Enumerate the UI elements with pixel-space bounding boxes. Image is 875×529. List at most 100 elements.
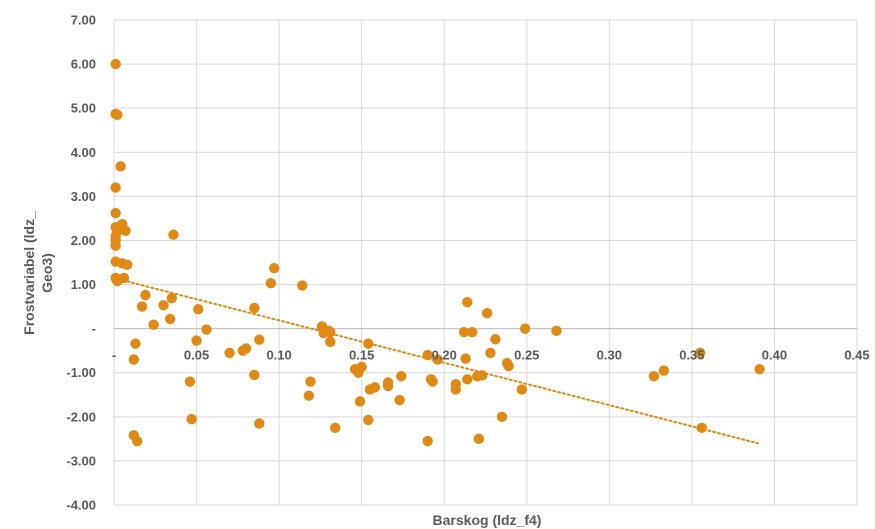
data-point [658,365,670,376]
data-point [396,371,407,382]
data-point [158,300,169,311]
data-point [394,394,405,406]
data-point [551,325,562,337]
y-tick-label: 5.00 [71,101,96,116]
data-point [476,370,488,381]
data-point [115,161,126,172]
data-point [303,390,315,401]
x-tick-label: 0.10 [266,348,291,363]
data-point [166,293,177,304]
data-point [422,435,433,447]
data-point [503,360,514,372]
data-point [696,422,707,434]
data-point [369,382,381,393]
data-point [254,334,265,345]
y-tick-label: 1.00 [71,277,96,292]
data-point [516,384,528,395]
data-point [427,376,438,387]
data-point [130,338,141,349]
data-point [481,308,493,319]
data-point [136,301,148,312]
data-point [648,371,660,382]
data-point [184,376,196,387]
data-point [458,326,470,338]
x-tick-label: 0.25 [514,348,539,363]
data-point [462,296,473,308]
x-tick-label: 0.45 [844,348,869,363]
data-point [122,259,133,270]
data-point [249,369,260,381]
y-tick-label: -4.00 [66,498,96,513]
data-point [462,374,473,385]
data-point [297,280,308,291]
x-axis-ticks: - 0.05 0.10 0.15 0.20 0.25 0.30 0.35 0.40 0.45 [112,348,870,363]
data-point [694,347,706,359]
y-tick-label: -3.00 [66,453,96,468]
data-point [168,229,179,240]
trendline-layer [121,279,759,445]
data-point [112,109,123,120]
data-point [363,414,374,426]
data-point [490,334,501,345]
data-point [473,433,485,445]
y-tick-label: -1.00 [66,365,96,380]
y-axis-title-line-1: Frostvariabel (ldz_ [21,211,37,335]
x-tick-label: 0.30 [597,348,622,363]
data-point [201,324,212,335]
data-point [450,384,461,395]
data-point [186,413,197,425]
gridlines [113,19,858,506]
y-tick-label: 4.00 [71,145,96,160]
data-point [422,349,433,361]
y-tick-label: -2.00 [66,409,96,424]
y-axis-title-line-2: Geo3) [39,253,55,293]
y-tick-label: 2.00 [71,233,96,248]
trendline [121,279,759,445]
data-point [249,302,260,314]
data-point [110,182,121,193]
data-point [240,343,252,354]
data-point [131,435,143,447]
data-point [356,361,367,373]
x-tick-label: 0.40 [762,348,787,363]
data-point [148,319,159,330]
data-point [120,225,131,236]
x-tick-label: - [112,348,116,363]
data-point [496,411,508,423]
x-tick-label: 0.20 [432,348,457,363]
data-point [330,422,341,434]
y-tick-label: 7.00 [71,13,96,28]
data-point [268,263,280,274]
x-axis-title: Barskog (ldz_f4) [433,512,542,528]
data-point [754,364,765,375]
y-tick-label: 6.00 [71,57,96,72]
data-point [254,418,265,429]
data-point [224,347,235,359]
data-point [191,335,202,346]
data-point [128,354,140,365]
x-tick-label: 0.15 [349,348,374,363]
data-point [305,376,316,387]
y-tick-label: - [92,321,96,336]
data-point [110,58,121,70]
data-point [110,240,121,251]
data-point [432,354,443,365]
data-point [382,380,394,392]
data-point [265,278,277,289]
data-points [110,58,765,447]
data-point [519,323,531,334]
data-point [485,347,496,359]
data-point [140,289,151,301]
x-tick-label: 0.35 [679,348,704,363]
y-axis-ticks: 7.00 6.00 5.00 4.00 3.00 2.00 1.00 - -1.00 -2.00 -… [66,13,96,513]
data-point [467,326,478,338]
x-tick-label: 0.05 [184,348,209,363]
data-point [460,353,471,364]
y-tick-label: 3.00 [71,189,96,204]
data-point [193,304,204,315]
data-point [110,207,121,219]
y-axis-title: Frostvariabel (ldz_ Geo3) [21,211,55,335]
data-point [118,272,130,284]
data-point [363,338,374,349]
